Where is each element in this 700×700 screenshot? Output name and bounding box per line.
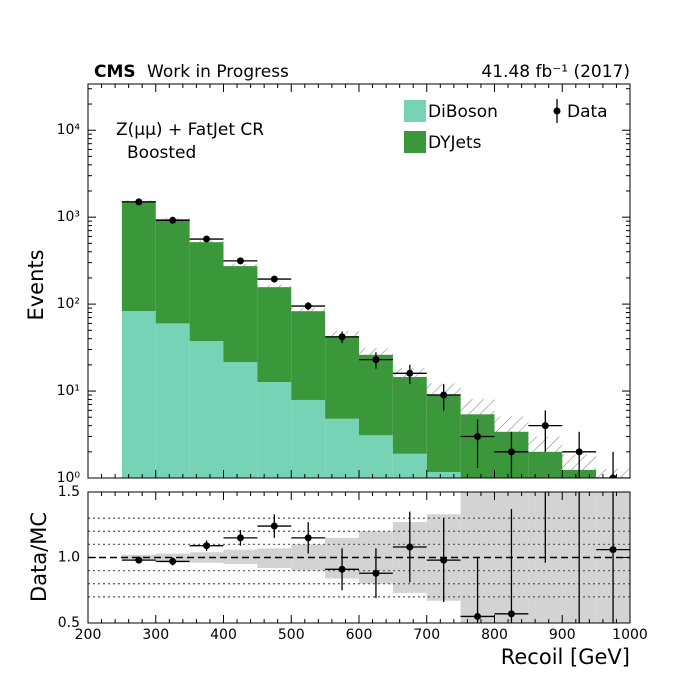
legend-marker: [553, 107, 561, 115]
data-point: [507, 610, 515, 618]
chart-subtitle: Work in Progress: [147, 62, 289, 82]
y-tick-label: 0.5: [58, 615, 80, 631]
data-point: [135, 556, 143, 564]
x-tick-label: 200: [75, 627, 102, 643]
legend-swatch: [404, 100, 426, 122]
histogram-bar: [291, 399, 326, 478]
y-tick-label: 1.5: [58, 484, 80, 500]
y-tick-label: 1.0: [58, 550, 80, 566]
main-plot: [121, 198, 630, 478]
chart-title: CMS: [94, 62, 136, 82]
y-tick-label: 10¹: [57, 383, 80, 399]
data-point: [236, 534, 244, 542]
uncertainty-hatch: [291, 307, 326, 316]
x-axis-label: Recoil [GeV]: [501, 645, 630, 669]
data-point: [270, 275, 278, 283]
y-tick-label: 10⁰: [57, 470, 81, 486]
legend-label: Data: [567, 102, 608, 122]
uncertainty-hatch: [223, 263, 258, 269]
data-point: [440, 391, 448, 399]
uncertainty-band: [257, 548, 292, 568]
data-point: [304, 534, 312, 542]
histogram-bar: [325, 336, 359, 419]
data-point: [474, 433, 482, 441]
data-point: [338, 565, 346, 573]
data-point: [135, 198, 143, 206]
histogram-bar: [121, 311, 156, 478]
histogram-bar: [426, 472, 461, 478]
histogram-bar: [257, 382, 292, 478]
histogram-bar: [392, 377, 427, 454]
data-point: [338, 333, 346, 341]
data-point: [169, 216, 177, 224]
x-tick-label: 900: [549, 627, 576, 643]
data-point: [406, 543, 414, 551]
data-point: [541, 422, 549, 430]
annotation: Z(μμ) + FatJet CR: [116, 120, 264, 140]
histogram-bar: [155, 219, 190, 324]
x-tick-label: 1000: [612, 627, 648, 643]
y-tick-label: 10⁴: [57, 122, 81, 138]
axes: 200 300 400 500 600 700 800 900 1000 10⁰ 10¹ 10² 10³…: [57, 83, 648, 643]
histogram-bar: [257, 287, 292, 383]
y-axis-label: Events: [24, 249, 48, 320]
legend-label: DiBoson: [428, 102, 498, 122]
data-point: [372, 356, 380, 364]
data-point: [236, 257, 244, 265]
histogram-bar: [121, 201, 156, 312]
uncertainty-band: [189, 552, 224, 563]
x-tick-label: 400: [210, 627, 237, 643]
histogram-bar: [189, 341, 224, 478]
histogram-bar: [392, 453, 427, 478]
y-axis-label: Data/MC: [27, 512, 51, 602]
data-point: [440, 556, 448, 564]
legend-swatch: [404, 131, 426, 153]
ratio-plot: [88, 492, 630, 623]
uncertainty-hatch: [257, 284, 292, 291]
uncertainty-band: [223, 549, 258, 565]
data-point: [474, 612, 482, 620]
data-point: [304, 302, 312, 310]
histogram-bar: [189, 242, 224, 342]
data-point: [406, 369, 414, 377]
data-point: [609, 474, 617, 478]
x-tick-label: 300: [142, 627, 169, 643]
histogram-bar: [155, 323, 190, 478]
histogram-bar: [291, 311, 326, 400]
y-tick-label: 10³: [57, 209, 80, 225]
data-point: [169, 557, 177, 565]
data-point: [203, 542, 211, 550]
x-tick-label: 600: [346, 627, 373, 643]
data-point: [609, 546, 617, 554]
histogram-bar: [359, 435, 393, 478]
legend-label: DYJets: [428, 133, 482, 153]
data-point: [507, 448, 515, 456]
data-point: [270, 522, 278, 530]
data-point: [575, 448, 583, 456]
x-tick-label: 700: [413, 627, 440, 643]
x-tick-label: 800: [481, 627, 508, 643]
y-tick-label: 10²: [57, 296, 80, 312]
data-point: [372, 569, 380, 577]
histogram-bar: [325, 418, 359, 478]
data-point: [203, 235, 211, 243]
histogram-bar: [223, 266, 258, 363]
x-tick-label: 500: [278, 627, 305, 643]
luminosity: 41.48 fb⁻¹ (2017): [481, 62, 630, 82]
histogram-bar: [223, 362, 258, 478]
annotation: Boosted: [127, 143, 196, 163]
